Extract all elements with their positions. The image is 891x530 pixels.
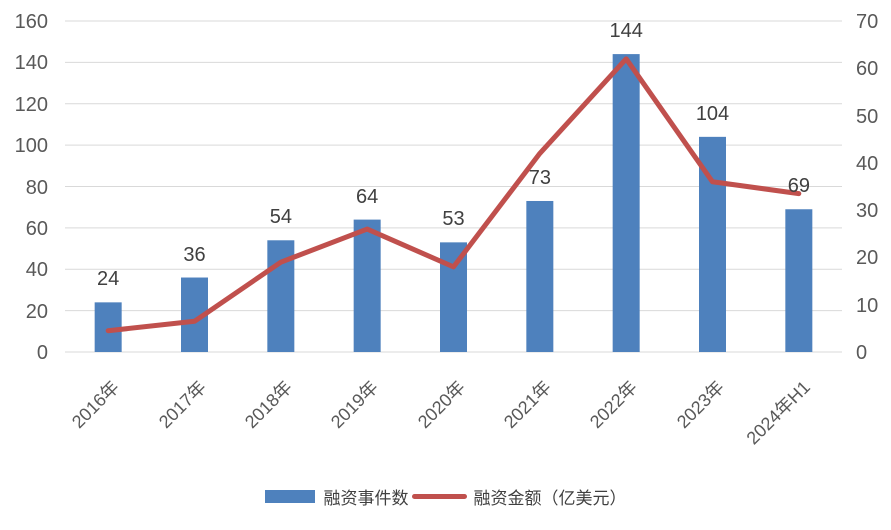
legend-line-swatch (411, 493, 467, 499)
bar-data-label-2020年: 53 (442, 208, 465, 231)
left-axis-tick-20: 20 (25, 300, 48, 323)
chart-legend: 融资事件数 融资金额（亿美元） (0, 482, 891, 510)
left-axis-tick-0: 0 (36, 342, 48, 364)
right-axis-tick-40: 40 (856, 152, 879, 175)
left-axis-tick-160: 160 (14, 11, 48, 33)
right-axis-tick-0: 0 (856, 342, 868, 364)
legend-bar-swatch (264, 489, 315, 503)
left-axis-tick-80: 80 (25, 176, 48, 199)
right-axis-tick-20: 20 (856, 247, 879, 270)
bar-data-label-2024年H1: 69 (787, 175, 810, 198)
line-series (105, 56, 802, 334)
bar-data-label-2021年: 73 (528, 166, 551, 189)
left-axis-tick-120: 120 (14, 93, 48, 116)
bar-2021年 (526, 200, 554, 352)
bar-data-label-2017年: 36 (183, 243, 206, 266)
right-axis-tick-10: 10 (856, 294, 879, 317)
right-axis-tick-60: 60 (856, 58, 879, 81)
bar-data-label-2016年: 24 (97, 268, 120, 291)
bar-data-label-2019年: 64 (356, 185, 379, 208)
right-axis-tick-50: 50 (856, 105, 879, 128)
legend-bar-label: 融资事件数 (323, 488, 409, 508)
bar-data-label-2022年: 144 (609, 20, 643, 43)
bar-2019年 (353, 219, 381, 352)
bar-data-label-2018年: 54 (269, 206, 292, 229)
right-axis-tick-70: 70 (856, 11, 879, 33)
bar-2024年H1 (785, 209, 813, 352)
bar-2016年 (94, 302, 122, 352)
bar-2020年 (440, 242, 467, 352)
left-axis-tick-100: 100 (14, 135, 48, 158)
bar-2022年 (612, 54, 640, 352)
left-axis-tick-40: 40 (25, 259, 48, 282)
legend-line-label: 融资金额（亿美元） (473, 488, 627, 508)
right-axis-tick-30: 30 (856, 200, 879, 223)
left-axis-tick-60: 60 (25, 217, 48, 240)
bar-data-label-2023年: 104 (695, 102, 730, 125)
left-axis-tick-140: 140 (14, 52, 48, 75)
